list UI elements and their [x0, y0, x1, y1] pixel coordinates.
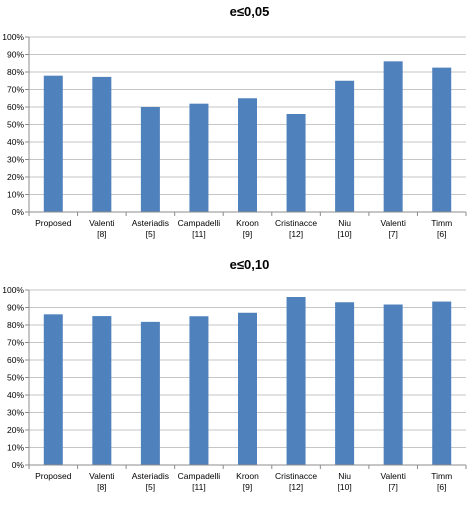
x-tick-label: [7]: [388, 482, 397, 492]
bar: [335, 302, 355, 465]
x-tick-label: Valenti: [89, 218, 114, 228]
y-tick-label: 90%: [7, 303, 24, 313]
y-tick-label: 40%: [7, 137, 24, 147]
x-tick-label: Proposed: [35, 471, 72, 481]
bar: [92, 316, 112, 465]
x-tick-label: Campadelli: [178, 471, 221, 481]
bar-chart-top: e≤0,05 0% 10% 20% 30% 40% 50% 60% 70% 80% 90% 100% P…: [2, 4, 467, 239]
y-tick-label: 50%: [7, 373, 24, 383]
bar: [140, 321, 160, 465]
x-tick-label: Asteriadis: [132, 218, 169, 228]
y-tick-label: 30%: [7, 408, 24, 418]
x-tick-label: [8]: [97, 482, 106, 492]
bar: [189, 316, 209, 465]
x-tick-label: [9]: [243, 482, 252, 492]
x-tick-label: Valenti: [380, 218, 405, 228]
bar: [238, 312, 257, 465]
x-tick-label: Kroon: [236, 218, 259, 228]
bar: [432, 301, 452, 465]
x-tick-label: Valenti: [89, 471, 114, 481]
x-tick-label: [6]: [437, 482, 446, 492]
y-tick-label: 10%: [7, 443, 24, 453]
y-tick-label: 60%: [7, 102, 24, 112]
y-tick-label: 90%: [7, 50, 24, 60]
x-tick-label: Asteriadis: [132, 471, 169, 481]
x-tick-label: [5]: [146, 482, 155, 492]
bar: [286, 297, 306, 465]
y-tick-label: 80%: [7, 67, 24, 77]
chart-panel-top: e≤0,05 0% 10% 20% 30% 40% 50% 60% 70% 80% 90% 100% P…: [0, 0, 474, 252]
x-tick-label: Niu: [338, 218, 351, 228]
x-tick-label: [12]: [289, 482, 303, 492]
x-tick-label: Campadelli: [178, 218, 221, 228]
bar: [43, 75, 63, 212]
y-tick-label: 70%: [7, 338, 24, 348]
y-tick-label: 0%: [12, 460, 25, 470]
x-tick-label: Cristinacce: [275, 218, 317, 228]
y-tick-label: 70%: [7, 85, 24, 95]
bar: [432, 67, 452, 212]
y-tick-label: 40%: [7, 390, 24, 400]
bar: [383, 61, 403, 213]
bar: [92, 76, 112, 213]
x-tick-label: Cristinacce: [275, 471, 317, 481]
bar: [286, 114, 306, 212]
y-tick-label: 10%: [7, 190, 24, 200]
y-tick-label: 100%: [2, 285, 24, 295]
x-tick-label: [6]: [437, 229, 446, 239]
x-tick-label: Timm: [431, 218, 452, 228]
x-tick-label: [9]: [243, 229, 252, 239]
bar: [140, 107, 160, 212]
x-tick-label: [5]: [146, 229, 155, 239]
x-tick-label: Kroon: [236, 471, 259, 481]
x-tick-label: [10]: [338, 482, 352, 492]
chart-title: e≤0,10: [230, 257, 270, 272]
y-tick-label: 50%: [7, 120, 24, 130]
x-tick-label: [11]: [192, 482, 206, 492]
x-tick-label: Niu: [338, 471, 351, 481]
chart-panel-bottom: e≤0,10 0% 10% 20% 30% 40% 50% 60% 70% 80% 90% 100% P…: [0, 253, 474, 505]
y-tick-label: 80%: [7, 320, 24, 330]
x-tick-label: Timm: [431, 471, 452, 481]
bar: [189, 103, 209, 212]
bar-chart-bottom: e≤0,10 0% 10% 20% 30% 40% 50% 60% 70% 80% 90% 100% P…: [2, 257, 467, 492]
x-tick-label: [12]: [289, 229, 303, 239]
x-tick-label: [11]: [192, 229, 206, 239]
y-tick-label: 100%: [2, 32, 24, 42]
bar: [383, 304, 403, 465]
y-tick-label: 0%: [12, 207, 25, 217]
bar: [335, 80, 355, 212]
y-tick-label: 20%: [7, 172, 24, 182]
bar: [238, 98, 257, 212]
y-tick-label: 30%: [7, 155, 24, 165]
chart-title: e≤0,05: [230, 4, 270, 19]
y-tick-label: 60%: [7, 355, 24, 365]
x-tick-label: [10]: [338, 229, 352, 239]
x-tick-label: [8]: [97, 229, 106, 239]
x-tick-label: Valenti: [380, 471, 405, 481]
x-tick-label: [7]: [388, 229, 397, 239]
bar: [43, 314, 63, 465]
x-tick-label: Proposed: [35, 218, 72, 228]
y-tick-label: 20%: [7, 425, 24, 435]
